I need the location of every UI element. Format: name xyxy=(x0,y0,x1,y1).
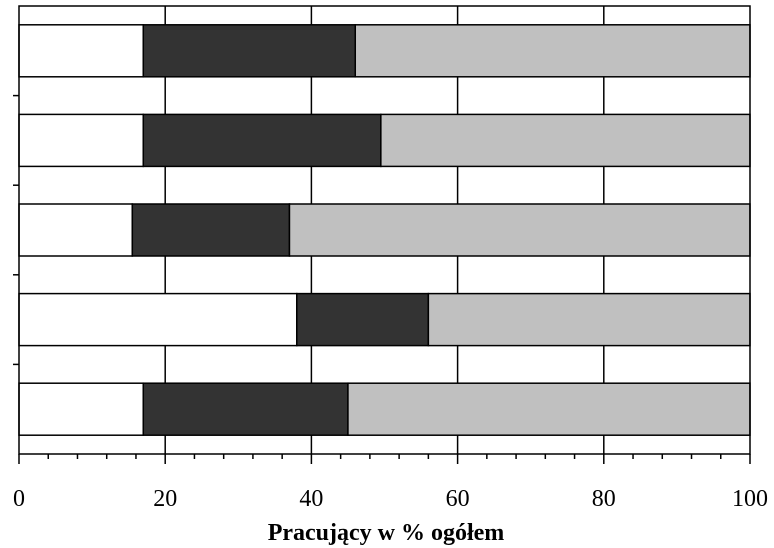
tick-layer xyxy=(13,94,751,464)
bar-segment-row4-series2 xyxy=(296,292,430,347)
x-tick-label-80: 80 xyxy=(592,486,616,512)
frame-layer xyxy=(18,5,751,455)
x-tick-label-100: 100 xyxy=(732,486,768,512)
x-tick-label-40: 40 xyxy=(299,486,323,512)
bar-segment-row1-series2 xyxy=(142,24,357,78)
bar-segment-row2-series1 xyxy=(18,113,145,168)
tick-label-layer: 0 20 40 60 80 100 xyxy=(13,486,768,512)
x-tick-label-0: 0 xyxy=(13,486,25,512)
bar-segment-row5-series3 xyxy=(347,382,751,436)
x-axis-title: Pracujący w % ogółem xyxy=(268,520,505,546)
plot-frame xyxy=(18,5,751,455)
bar-segment-row2-series2 xyxy=(142,113,382,168)
bar-segment-row1-series3 xyxy=(354,24,751,78)
bar-layer xyxy=(18,24,751,436)
bar-segment-row1-series1 xyxy=(18,24,145,78)
bar-segment-row5-series2 xyxy=(142,382,349,436)
bar-segment-row3-series1 xyxy=(18,203,134,257)
bar-segment-row5-series1 xyxy=(18,382,145,436)
bar-segment-row3-series2 xyxy=(131,203,291,257)
bar-segment-row2-series3 xyxy=(380,113,751,168)
bar-segment-row4-series1 xyxy=(18,292,298,347)
bar-segment-row4-series3 xyxy=(427,292,751,347)
x-tick-label-60: 60 xyxy=(446,486,470,512)
bar-segment-row3-series3 xyxy=(288,203,751,257)
x-tick-label-20: 20 xyxy=(153,486,177,512)
